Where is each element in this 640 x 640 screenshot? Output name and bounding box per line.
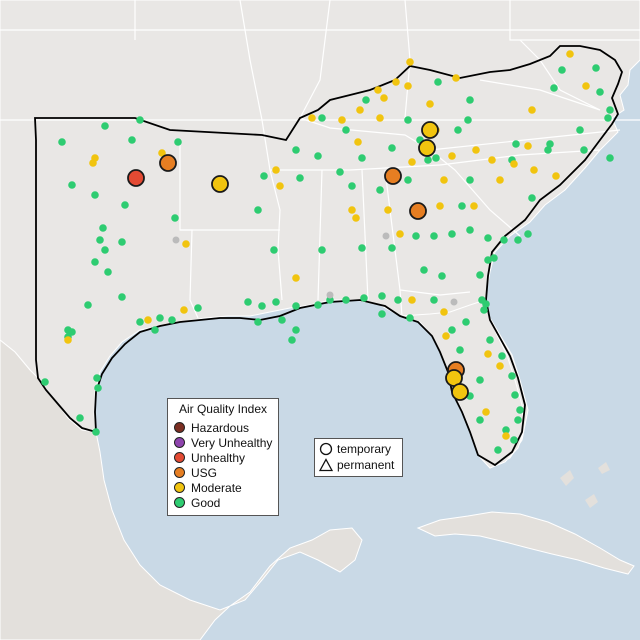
site-type-legend: temporary permanent xyxy=(314,438,403,477)
cuba xyxy=(416,511,635,575)
moderate-swatch-icon xyxy=(174,482,185,493)
usg-swatch-icon xyxy=(174,467,185,478)
aqi-highlight-sites[interactable] xyxy=(127,121,469,401)
good-swatch-icon xyxy=(174,497,185,508)
permanent-sites[interactable] xyxy=(172,232,458,306)
very-unhealthy-swatch-icon xyxy=(174,437,185,448)
unhealthy-swatch-icon xyxy=(174,452,185,463)
hazardous-swatch-icon xyxy=(174,422,185,433)
legend-title: Air Quality Index xyxy=(178,402,268,416)
bahamas xyxy=(560,462,610,508)
region-outline xyxy=(34,45,623,467)
mexico-landmass xyxy=(0,339,363,640)
circle-icon xyxy=(319,442,333,456)
triangle-icon xyxy=(319,458,333,472)
state-borders xyxy=(0,0,640,319)
aqi-good-sites[interactable] xyxy=(41,64,614,454)
aqi-legend: Air Quality Index Hazardous Very Unhealt… xyxy=(167,398,279,516)
